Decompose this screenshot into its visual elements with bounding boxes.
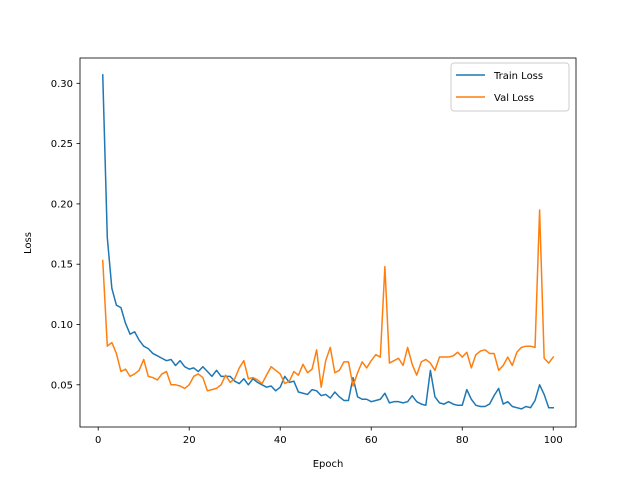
plot-frame [79, 57, 577, 428]
x-tick-label: 100 [544, 435, 563, 446]
series-line-train-loss [101, 74, 554, 410]
legend-label-val-loss: Val Loss [494, 93, 534, 104]
y-axis-ticks: 0.05 0.10 0.15 0.20 0.25 0.30 [51, 79, 80, 391]
x-axis-ticks: 0 20 40 60 80 100 [95, 427, 563, 446]
legend: Train Loss Val Loss [450, 62, 570, 112]
y-tick-label: 0.05 [51, 380, 73, 391]
x-tick-label: 40 [274, 435, 287, 446]
x-tick-label: 60 [365, 435, 378, 446]
y-tick-label: 0.20 [51, 199, 73, 210]
y-axis-label: Loss [23, 232, 34, 254]
plot-area [79, 57, 577, 428]
y-tick-label: 0.25 [51, 139, 73, 150]
x-axis-label: Epoch [313, 459, 344, 470]
x-tick-label: 0 [95, 435, 101, 446]
x-tick-label: 80 [456, 435, 469, 446]
series-layer [101, 74, 555, 410]
y-tick-label: 0.10 [51, 320, 73, 331]
legend-label-train-loss: Train Loss [493, 71, 543, 82]
y-tick-label: 0.30 [51, 79, 73, 90]
x-tick-label: 20 [183, 435, 196, 446]
series-line-val-loss [101, 209, 555, 392]
y-tick-label: 0.15 [51, 260, 73, 271]
